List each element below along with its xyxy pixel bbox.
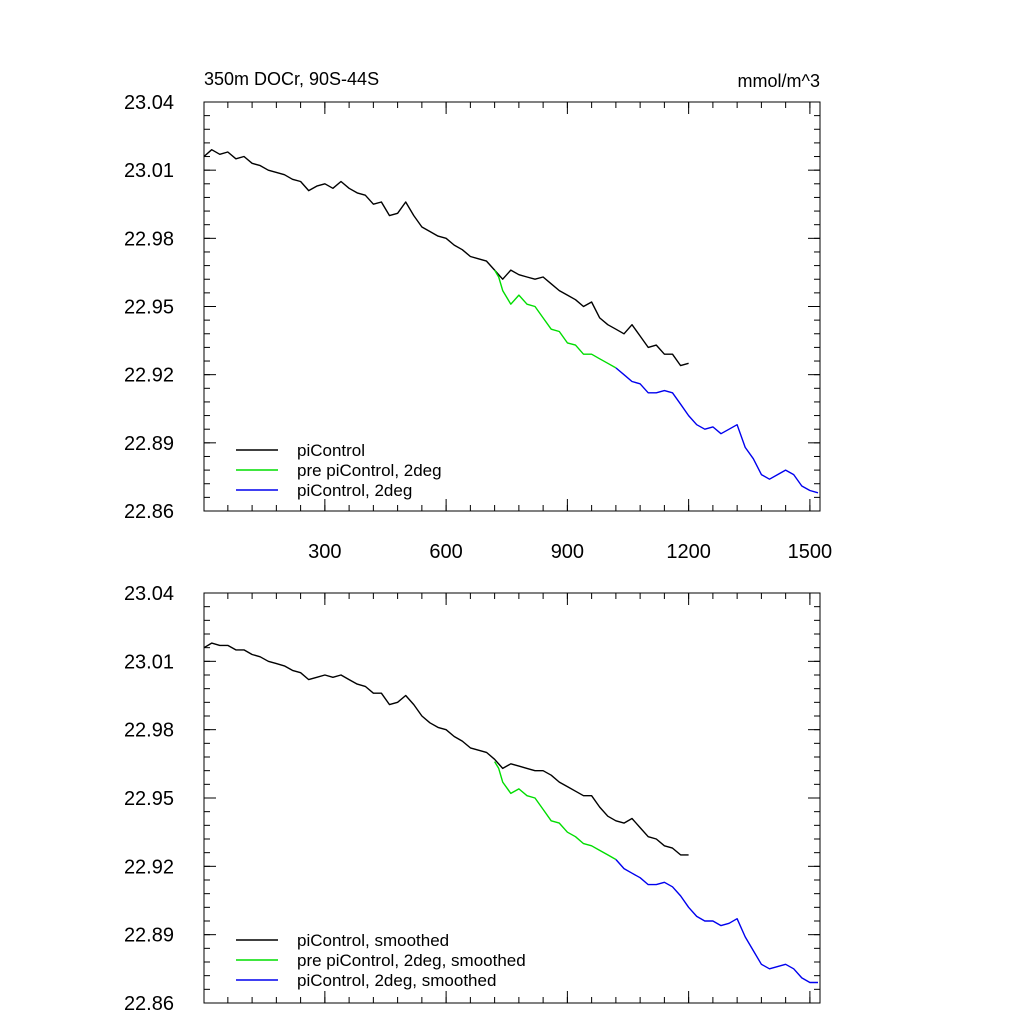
x-tick-label: 300 bbox=[308, 541, 341, 563]
legend-label: piControl, 2deg bbox=[297, 481, 412, 500]
y-tick-label: 22.86 bbox=[124, 993, 174, 1015]
y-tick-label: 23.01 bbox=[124, 651, 174, 673]
top-panel: 22.86 22.89 22.92 22.95 22.98 23.01 23.04 300 60… bbox=[124, 92, 832, 563]
x-tick-label: 1200 bbox=[666, 541, 711, 563]
series-line-picontrol-smoothed bbox=[203, 642, 689, 856]
units-label: mmol/m^3 bbox=[738, 71, 820, 91]
series-line-picontrol bbox=[203, 148, 689, 367]
y-tick-label: 22.98 bbox=[124, 228, 174, 250]
y-tick-label: 23.04 bbox=[124, 583, 174, 605]
y-tick-label: 23.04 bbox=[124, 92, 174, 114]
series-line-pre-picontrol-2deg-smoothed bbox=[494, 761, 617, 861]
y-tick-label: 23.01 bbox=[124, 160, 174, 182]
legend-label: piControl bbox=[297, 441, 365, 460]
legend-label: piControl, 2deg, smoothed bbox=[297, 971, 496, 990]
bottom-panel: 22.86 22.89 22.92 22.95 22.98 23.01 23.04 piCon… bbox=[124, 583, 821, 1015]
y-tick-label: 22.92 bbox=[124, 856, 174, 878]
y-tick-label: 22.89 bbox=[124, 433, 174, 455]
y-tick-label: 22.98 bbox=[124, 720, 174, 742]
legend-label: pre piControl, 2deg bbox=[297, 461, 442, 480]
y-tick-label: 22.86 bbox=[124, 501, 174, 523]
x-tick-label: 900 bbox=[551, 541, 584, 563]
chart-title: 350m DOCr, 90S-44S bbox=[204, 69, 379, 89]
series-line-picontrol-2deg-smoothed bbox=[615, 859, 818, 984]
series-line-pre-picontrol-2deg bbox=[493, 269, 617, 369]
series-line-picontrol-2deg bbox=[615, 367, 819, 494]
y-tick-label: 22.89 bbox=[124, 925, 174, 947]
legend-label: piControl, smoothed bbox=[297, 931, 449, 950]
y-tick-label: 22.95 bbox=[124, 788, 174, 810]
y-tick-label: 22.95 bbox=[124, 297, 174, 319]
x-tick-label: 1500 bbox=[788, 541, 833, 563]
legend-label: pre piControl, 2deg, smoothed bbox=[297, 951, 526, 970]
y-tick-label: 22.92 bbox=[124, 365, 174, 387]
x-tick-label: 600 bbox=[429, 541, 462, 563]
